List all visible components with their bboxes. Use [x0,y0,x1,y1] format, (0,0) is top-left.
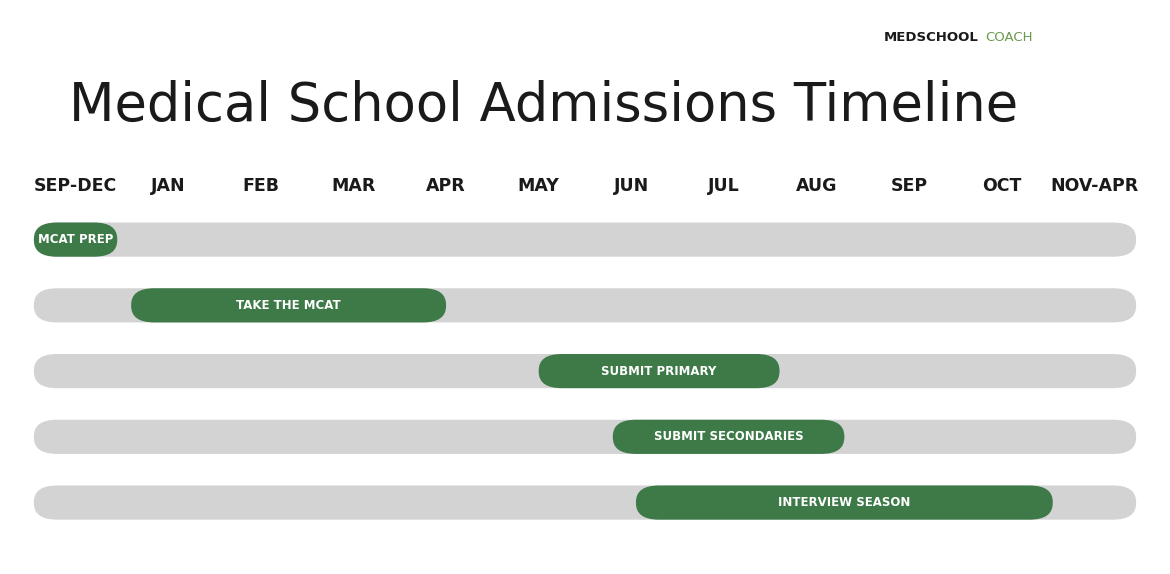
FancyBboxPatch shape [34,223,1136,257]
FancyBboxPatch shape [131,288,446,323]
FancyBboxPatch shape [34,223,117,257]
FancyBboxPatch shape [636,486,1053,519]
Text: JUL: JUL [708,177,739,195]
Text: SEP: SEP [890,177,928,195]
Text: MAY: MAY [518,177,559,195]
FancyBboxPatch shape [34,354,1136,388]
FancyBboxPatch shape [538,354,779,388]
FancyBboxPatch shape [34,288,1136,323]
Text: MEDSCHOOL: MEDSCHOOL [883,31,978,44]
Text: OCT: OCT [982,177,1021,195]
Text: NOV-APR: NOV-APR [1051,177,1138,195]
Text: JUN: JUN [614,177,649,195]
Text: Medical School Admissions Timeline: Medical School Admissions Timeline [69,80,1019,132]
Text: TAKE THE MCAT: TAKE THE MCAT [236,299,340,312]
Text: INTERVIEW SEASON: INTERVIEW SEASON [778,496,910,509]
Text: FEB: FEB [242,177,280,195]
Text: JAN: JAN [151,177,186,195]
Text: MCAT PREP: MCAT PREP [37,233,113,246]
FancyBboxPatch shape [613,420,845,454]
Text: SUBMIT PRIMARY: SUBMIT PRIMARY [601,364,717,378]
FancyBboxPatch shape [34,420,1136,454]
FancyBboxPatch shape [34,486,1136,519]
Text: MAR: MAR [331,177,376,195]
Text: SEP-DEC: SEP-DEC [34,177,117,195]
Text: COACH: COACH [985,31,1033,44]
Text: AUG: AUG [796,177,838,195]
Text: APR: APR [426,177,466,195]
Text: SUBMIT SECONDARIES: SUBMIT SECONDARIES [654,430,804,443]
